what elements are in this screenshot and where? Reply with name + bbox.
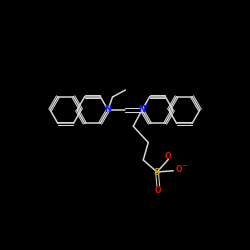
Text: −: −: [182, 163, 188, 169]
Text: +: +: [144, 103, 148, 108]
Text: O: O: [176, 165, 182, 174]
Text: N: N: [104, 106, 112, 114]
Text: O: O: [165, 152, 172, 160]
Text: S: S: [154, 168, 160, 176]
Text: N: N: [138, 106, 145, 114]
Text: O: O: [155, 186, 162, 195]
